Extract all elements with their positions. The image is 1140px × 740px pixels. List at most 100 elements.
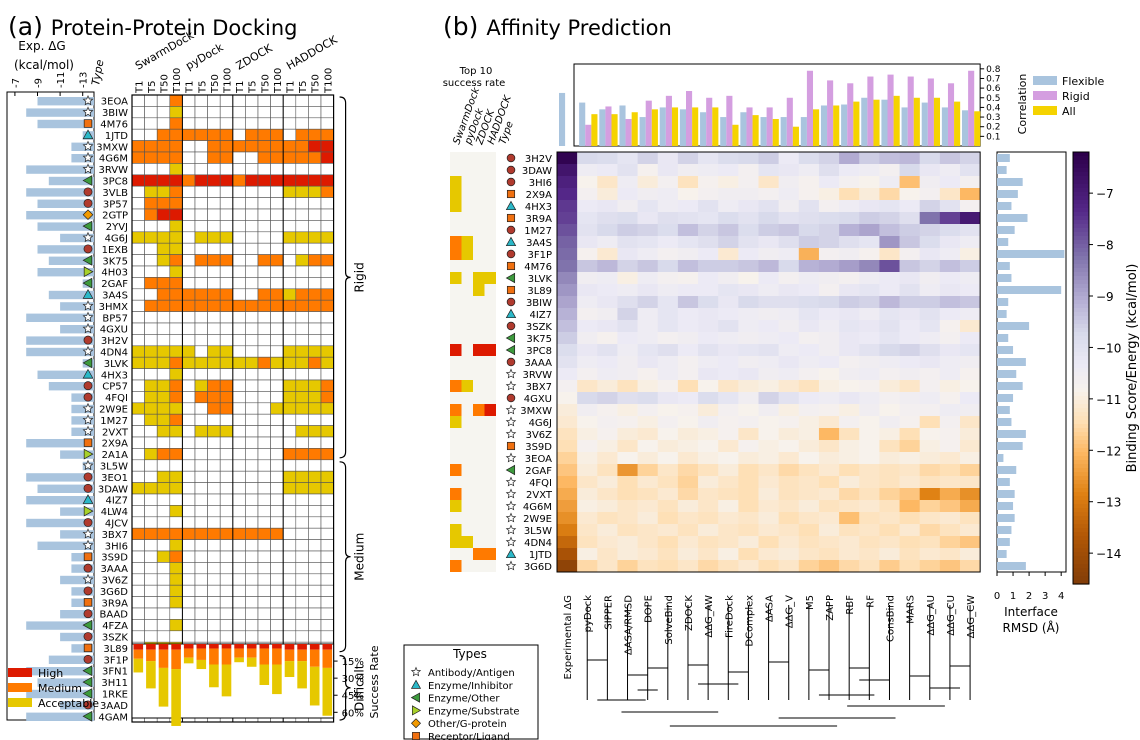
success-bar-medium	[272, 648, 282, 665]
affinity-row-label: 4G6J	[529, 418, 552, 429]
affinity-cell	[657, 152, 679, 165]
docking-cell	[131, 470, 145, 483]
docking-cell	[219, 163, 234, 176]
docking-cell	[169, 265, 183, 278]
affinity-row-label: 1JTD	[529, 550, 552, 561]
correlation-bar-flexible	[559, 92, 566, 146]
docking-cell	[295, 368, 309, 381]
type-marker	[83, 700, 93, 710]
correlation-bar-flexible	[740, 112, 747, 146]
docking-cell	[156, 448, 171, 461]
dg-bar	[48, 176, 94, 186]
top10-cell	[450, 344, 462, 356]
affinity-cell	[617, 272, 638, 285]
docking-cell	[245, 288, 259, 301]
docking-cell	[232, 277, 246, 290]
docking-cell	[219, 128, 234, 141]
affinity-cell	[960, 152, 981, 165]
colorbar-segment	[1073, 456, 1089, 461]
affinity-cell	[577, 320, 598, 333]
affinity-cell	[677, 236, 699, 249]
affinity-cell	[758, 464, 779, 477]
docking-cell	[295, 334, 309, 347]
docking-cell	[169, 185, 183, 198]
affinity-cell	[637, 452, 659, 465]
docking-cell	[320, 242, 334, 255]
success-bar-medium	[209, 648, 219, 665]
type-marker	[82, 676, 93, 688]
correlation-tick-label: 0.2	[986, 123, 1000, 133]
affinity-column-label: DComplex	[744, 595, 755, 647]
affinity-cell	[879, 200, 900, 213]
type-marker	[83, 632, 93, 641]
affinity-cell	[557, 152, 578, 165]
docking-cell	[320, 185, 334, 198]
correlation-bar-rigid	[867, 76, 874, 146]
correlation-bar-all	[712, 107, 719, 146]
colorbar-segment	[1073, 572, 1089, 577]
docking-cell	[144, 527, 158, 540]
affinity-cell	[597, 248, 618, 261]
docking-cell	[182, 322, 196, 335]
affinity-cell	[899, 248, 920, 261]
affinity-cell	[617, 368, 638, 381]
colorbar-segment	[1073, 192, 1089, 197]
affinity-cell	[738, 224, 759, 237]
docking-cell	[245, 379, 259, 392]
affinity-cell	[637, 476, 659, 489]
type-marker	[82, 277, 93, 289]
docking-cell	[131, 550, 145, 563]
affinity-cell	[718, 500, 739, 513]
docking-cell	[270, 163, 284, 176]
docking-cell	[156, 185, 171, 198]
affinity-cell	[839, 308, 860, 321]
docking-cell	[295, 94, 309, 107]
affinity-cell	[557, 548, 578, 561]
docking-cell	[245, 254, 259, 267]
affinity-cell	[960, 212, 981, 225]
docking-cell	[131, 584, 145, 597]
affinity-cell	[597, 380, 618, 393]
colorbar-segment	[1073, 172, 1089, 177]
affinity-cell	[879, 272, 900, 285]
correlation-bar-flexible	[659, 107, 666, 146]
complex-label: 2GAF	[101, 279, 128, 290]
dg-bar	[71, 393, 94, 402]
affinity-cell	[919, 500, 941, 513]
affinity-cell	[939, 176, 961, 189]
affinity-cell	[718, 212, 739, 225]
affinity-cell	[859, 428, 880, 441]
rmsd-bar	[997, 394, 1014, 402]
docking-cell	[169, 470, 183, 483]
affinity-type-marker	[506, 285, 516, 295]
affinity-type-marker	[506, 225, 516, 235]
affinity-cell	[677, 284, 699, 297]
complex-label: 3L89	[103, 644, 128, 655]
colorbar-segment	[1073, 156, 1089, 161]
docking-cell	[270, 596, 284, 609]
colorbar-segment	[1073, 152, 1089, 157]
correlation-bar-rigid	[766, 107, 773, 146]
affinity-column-label: MARS	[906, 595, 917, 624]
affinity-cell	[758, 440, 779, 453]
affinity-cell	[899, 344, 920, 357]
affinity-cell	[839, 332, 860, 345]
affinity-cell	[718, 560, 739, 573]
docking-cell	[194, 482, 208, 495]
affinity-cell	[859, 224, 880, 237]
docking-cell	[295, 391, 309, 404]
docking-cell	[232, 402, 246, 415]
affinity-cell	[637, 236, 659, 249]
affinity-cell	[758, 176, 779, 189]
affinity-cell	[617, 224, 638, 237]
affinity-cell	[597, 476, 618, 489]
rmsd-label: Interface	[1004, 605, 1058, 619]
affinity-cell	[960, 560, 981, 573]
docking-cell	[169, 368, 183, 381]
affinity-cell	[657, 344, 679, 357]
success-bar-medium	[284, 649, 295, 662]
docking-cell	[156, 596, 171, 609]
docking-cell	[282, 619, 297, 632]
docking-cell	[131, 436, 145, 449]
docking-cell	[207, 573, 221, 586]
